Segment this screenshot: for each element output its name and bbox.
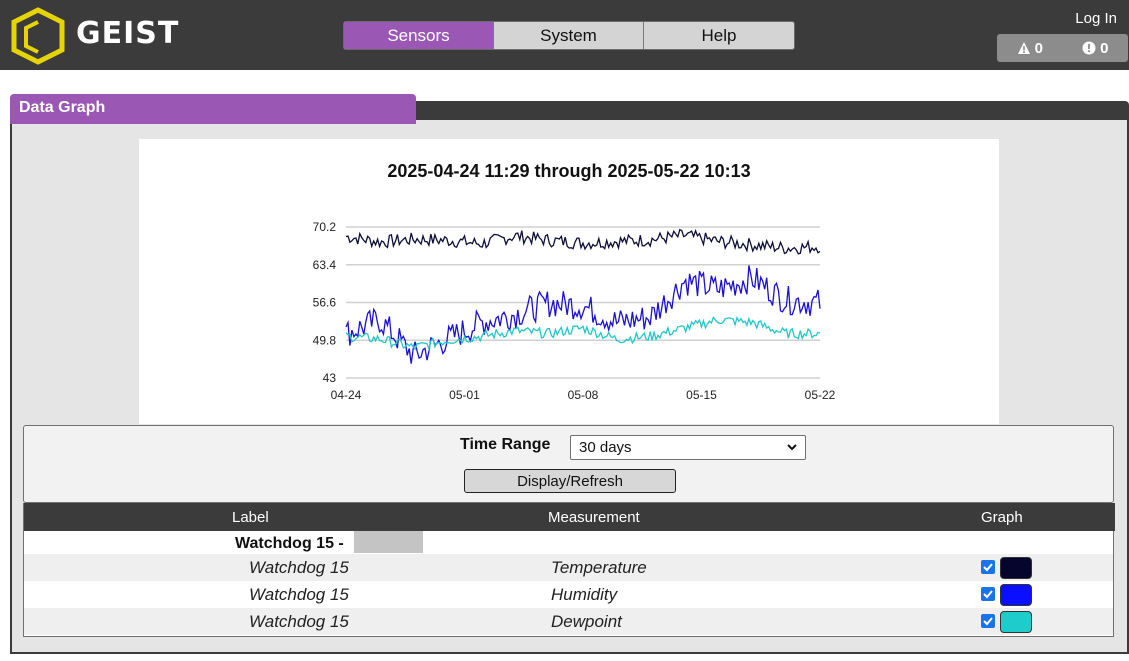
- tab-system[interactable]: System: [494, 22, 644, 49]
- row-measurement: Temperature: [551, 558, 647, 577]
- y-tick-label: 56.6: [313, 296, 337, 310]
- chevron-down-icon: [787, 444, 797, 451]
- sensor-table: Label Measurement Graph Watchdog 15 - Wa…: [23, 503, 1115, 637]
- y-tick-label: 49.8: [313, 333, 337, 347]
- color-picker[interactable]: [1000, 611, 1032, 633]
- graph-checkbox[interactable]: [981, 614, 995, 628]
- row-label: Watchdog 15: [249, 612, 349, 631]
- table-row: Watchdog 15 Dewpoint: [24, 608, 1113, 635]
- login-link[interactable]: Log In: [1075, 10, 1117, 27]
- tab-help[interactable]: Help: [701, 25, 737, 45]
- x-tick-label: 05-01: [449, 388, 480, 402]
- x-tick-label: 05-15: [686, 388, 717, 402]
- series-line-dewpoint: [345, 315, 821, 351]
- table-header: Label Measurement Graph: [24, 503, 1115, 531]
- y-tick-label: 43: [323, 371, 337, 385]
- x-tick-label: 05-08: [568, 388, 599, 402]
- graph-checkbox[interactable]: [981, 587, 995, 601]
- graph-controls: Time Range 30 days Display/Refresh: [23, 425, 1114, 503]
- x-tick-label: 05-22: [805, 388, 836, 402]
- geist-logo: GEIST: [8, 6, 188, 66]
- row-label: Watchdog 15: [249, 585, 349, 604]
- time-range-value: 30 days: [579, 439, 632, 456]
- top-bar: GEIST Sensors System Help Log In 0 0: [0, 0, 1129, 70]
- series-line-temperature: [345, 228, 821, 255]
- col-header-label: Label: [232, 509, 269, 526]
- y-tick-label: 70.2: [313, 220, 337, 234]
- check-icon: [983, 590, 993, 599]
- panel-title: Data Graph: [10, 94, 416, 124]
- table-row: Watchdog 15 Humidity: [24, 581, 1113, 608]
- alarm-count: 0: [1100, 39, 1109, 57]
- panel-tab-bar: [410, 101, 1129, 124]
- col-header-graph: Graph: [981, 509, 1023, 526]
- alert-counters: 0 0: [997, 34, 1128, 62]
- main-nav: Sensors System Help: [343, 21, 795, 50]
- alarm-counter[interactable]: 0: [1063, 40, 1129, 57]
- warning-count: 0: [1034, 39, 1043, 57]
- color-picker[interactable]: [1000, 557, 1032, 579]
- tab-sensors[interactable]: Sensors: [344, 22, 494, 49]
- group-name-redacted: [354, 531, 423, 553]
- warning-counter[interactable]: 0: [997, 40, 1063, 57]
- graph-checkbox[interactable]: [981, 560, 995, 574]
- group-label: Watchdog 15 -: [235, 535, 344, 552]
- alarm-circle-icon: [1082, 41, 1096, 55]
- warning-triangle-icon: [1017, 42, 1030, 54]
- row-measurement: Dewpoint: [551, 612, 622, 631]
- table-row: Watchdog 15 Temperature: [24, 554, 1113, 581]
- series-line-humidity: [345, 265, 821, 364]
- logo-text: GEIST: [76, 16, 180, 51]
- col-header-measurement: Measurement: [548, 509, 640, 526]
- row-measurement: Humidity: [551, 585, 618, 604]
- hexagon-logo-icon: [11, 7, 65, 65]
- time-range-select[interactable]: 30 days: [570, 435, 806, 460]
- row-label: Watchdog 15: [249, 558, 349, 577]
- graph-area: 2025-04-24 11:29 through 2025-05-22 10:1…: [139, 139, 999, 424]
- time-range-label: Time Range: [460, 436, 551, 453]
- group-row: Watchdog 15 -: [24, 531, 1113, 554]
- y-tick-label: 63.4: [313, 258, 337, 272]
- x-tick-label: 04-24: [331, 388, 362, 402]
- check-icon: [983, 617, 993, 626]
- display-refresh-button[interactable]: Display/Refresh: [464, 469, 676, 493]
- check-icon: [983, 563, 993, 572]
- line-chart: 70.2 63.4 56.6 49.8 43 04-24 05-01 05-08 05-15 05…: [313, 220, 836, 402]
- color-picker[interactable]: [1000, 584, 1032, 606]
- chart-title: 2025-04-24 11:29 through 2025-05-22 10:1…: [387, 161, 751, 181]
